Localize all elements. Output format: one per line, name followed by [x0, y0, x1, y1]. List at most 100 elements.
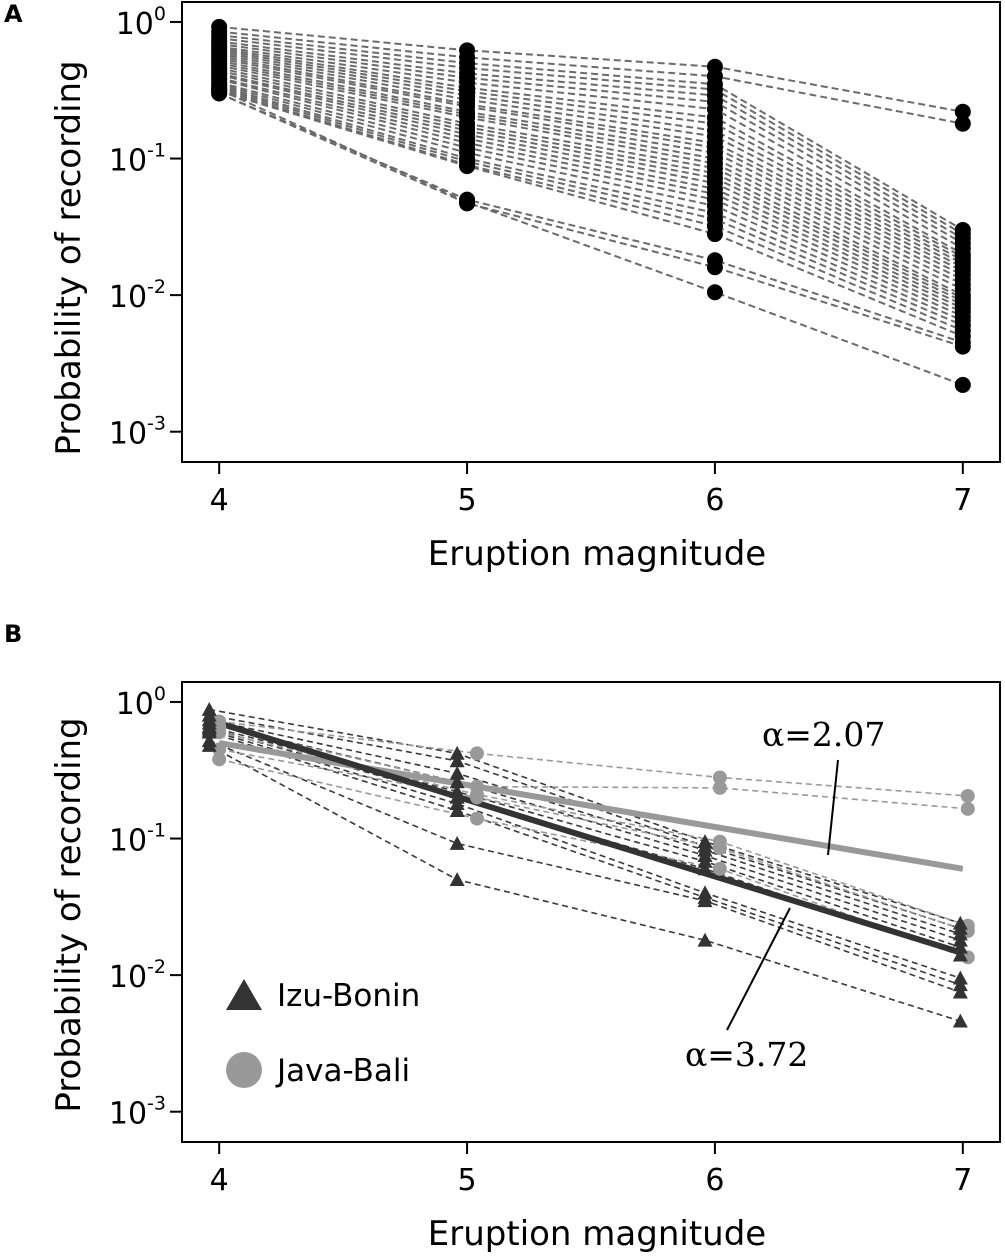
panel-b-series-lines [208, 708, 969, 1022]
series-line [209, 731, 961, 986]
series-line [219, 758, 969, 959]
panel-b-legend: Izu-Bonin Java-Bali [226, 978, 420, 1089]
data-point [954, 338, 971, 355]
izu-bonin-point [697, 932, 713, 947]
izu-bonin-point [449, 765, 465, 780]
y-tick-label: 10-3 [109, 1093, 166, 1132]
panel-b-annotations: α=2.07 α=3.72 [685, 715, 885, 1074]
y-tick-label: 10-2 [109, 276, 166, 315]
annotation-java-bali-leader [827, 759, 839, 856]
series-line [219, 51, 964, 262]
panel-b-points [201, 702, 975, 1028]
series-line [209, 725, 961, 948]
y-tick-label: 10-1 [109, 140, 166, 179]
series-line [218, 92, 964, 348]
y-tick-label: 100 [116, 3, 166, 42]
java-bali-point [212, 752, 227, 767]
izu-bonin-point [201, 724, 217, 739]
y-tick-label: 10-2 [109, 956, 166, 995]
data-point [459, 158, 476, 175]
series-line [219, 720, 968, 797]
panel-a-x-axis-title: Eruption magnitude [428, 534, 766, 574]
series-line [218, 73, 964, 303]
java-bali-point [960, 788, 975, 803]
panel-b-y-axis: 100 10-1 10-2 10-3 [109, 683, 182, 1132]
series-line [219, 30, 964, 125]
legend-circle-marker [226, 1052, 262, 1088]
series-line [209, 719, 961, 935]
panel-b-x-axis: 4 5 6 7 [210, 1142, 972, 1198]
series-line [209, 729, 961, 979]
x-tick-label: 6 [705, 1163, 724, 1198]
series-line [209, 708, 961, 924]
izu-bonin-point [952, 984, 968, 999]
series-line [208, 744, 961, 1022]
panel-b-fit-lines [218, 720, 964, 956]
data-point [706, 284, 723, 301]
panel-a: A 4 5 6 7 100 10-1 10-2 10-3 Eruption magnitud… [4, 0, 1001, 574]
data-point [459, 194, 476, 211]
data-point [706, 226, 723, 243]
java-bali-point [712, 841, 727, 856]
data-point [954, 115, 971, 132]
data-point [954, 103, 971, 120]
izu-bonin-point [952, 947, 968, 962]
x-tick-label: 7 [953, 1163, 972, 1198]
series-line [219, 25, 963, 113]
panel-b-letter: B [4, 620, 22, 648]
series-line [219, 37, 964, 235]
annotation-izu-bonin-alpha: α=3.72 [685, 1035, 808, 1074]
series-line [218, 76, 964, 306]
panel-a-x-axis: 4 5 6 7 [210, 462, 972, 518]
legend-label-java-bali: Java-Bali [275, 1053, 410, 1089]
series-line [218, 57, 964, 272]
series-line [208, 740, 961, 993]
annotation-izu-bonin-leader [726, 907, 791, 1031]
izu-bonin-point [449, 796, 465, 811]
series-line [218, 86, 964, 327]
annotation-java-bali-alpha: α=2.07 [762, 715, 885, 754]
series-line [219, 47, 964, 255]
series-line [218, 92, 964, 344]
series-line [218, 78, 964, 310]
series-line [219, 53, 964, 265]
series-line [218, 84, 964, 322]
panel-a-letter: A [4, 0, 23, 28]
panel-b: B 4 5 6 7 100 10-1 10-2 10-3 Izu-Bonin Java-Ba… [4, 620, 1001, 1254]
fit-line-izu-bonin [218, 720, 964, 956]
series-line [219, 45, 964, 250]
izu-bonin-point [697, 861, 713, 876]
series-line [218, 72, 964, 300]
series-line [219, 748, 969, 932]
x-tick-label: 4 [210, 1163, 229, 1198]
java-bali-point [469, 790, 484, 805]
izu-bonin-point [449, 872, 465, 887]
x-tick-label: 6 [705, 483, 724, 518]
izu-bonin-point [952, 977, 968, 992]
izu-bonin-point [201, 737, 217, 752]
x-tick-label: 5 [458, 483, 477, 518]
panel-b-y-axis-title: Probability of recording [49, 717, 89, 1112]
legend-triangle-marker [226, 979, 262, 1010]
x-tick-label: 5 [458, 1163, 477, 1198]
series-line [219, 725, 968, 810]
series-line [218, 69, 964, 297]
izu-bonin-point [449, 745, 465, 760]
legend-label-izu-bonin: Izu-Bonin [277, 978, 420, 1014]
izu-bonin-point [697, 893, 713, 908]
series-line [218, 62, 964, 281]
fit-line-java-bali [218, 740, 964, 872]
izu-bonin-point [449, 835, 465, 850]
series-line [218, 55, 964, 269]
panel-a-series-lines [218, 25, 964, 386]
izu-bonin-point [449, 774, 465, 789]
panel-a-points [211, 18, 971, 393]
series-line [218, 59, 964, 277]
izu-bonin-point [449, 803, 465, 818]
java-bali-point [469, 746, 484, 761]
series-line [219, 34, 964, 231]
y-tick-label: 100 [116, 683, 166, 722]
panel-a-y-axis: 100 10-1 10-2 10-3 [109, 3, 182, 452]
panel-a-plot-frame [181, 1, 1001, 463]
series-line [218, 88, 964, 386]
